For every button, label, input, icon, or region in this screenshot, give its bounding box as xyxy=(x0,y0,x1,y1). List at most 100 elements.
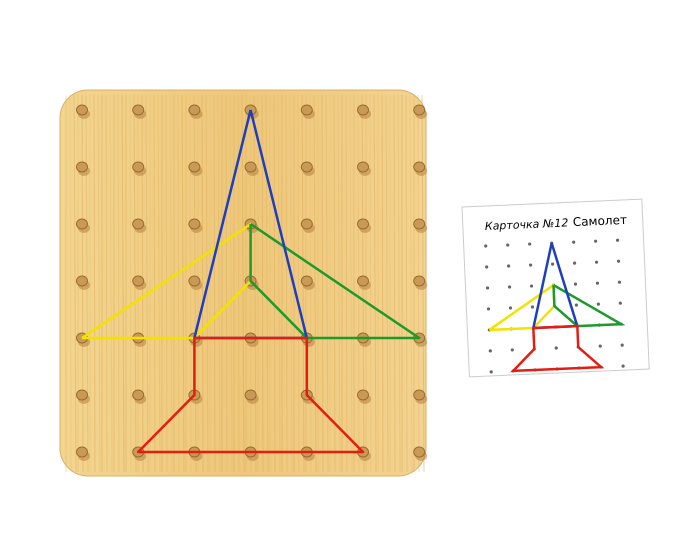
card-dot xyxy=(596,302,600,306)
card-dot xyxy=(621,364,625,368)
peg xyxy=(357,161,369,173)
card-dot xyxy=(595,281,600,285)
peg xyxy=(300,104,313,116)
grain-line xyxy=(73,94,77,473)
peg xyxy=(76,446,88,458)
grain-line xyxy=(129,94,132,473)
peg xyxy=(188,218,201,230)
peg xyxy=(132,389,145,401)
card-dot xyxy=(508,306,513,310)
peg xyxy=(413,104,426,116)
card-dot xyxy=(485,265,489,269)
peg xyxy=(413,275,426,287)
peg xyxy=(132,218,145,230)
red-band xyxy=(136,336,365,454)
peg xyxy=(413,218,426,230)
grain-line xyxy=(345,94,348,473)
card-dot xyxy=(550,262,555,266)
grain-line xyxy=(153,94,156,473)
card-dot xyxy=(620,343,624,347)
grain-line xyxy=(349,94,353,473)
card-dot xyxy=(594,239,598,243)
grain-line xyxy=(277,94,281,473)
peg xyxy=(188,275,201,287)
card-dot xyxy=(529,284,534,288)
card-title: Карточка №12 xyxy=(485,216,569,233)
card-dot xyxy=(594,260,599,264)
card-dot xyxy=(530,305,535,309)
peg xyxy=(76,389,88,401)
peg xyxy=(244,161,257,173)
card-figure xyxy=(488,242,626,373)
peg xyxy=(413,161,426,173)
grain-line xyxy=(121,94,125,473)
card-dot xyxy=(618,301,622,305)
card-dot xyxy=(507,264,511,268)
rubber-bands xyxy=(81,109,421,454)
card-dot xyxy=(507,285,512,289)
peg xyxy=(132,104,145,116)
grain-line xyxy=(69,94,72,473)
card-dot xyxy=(510,348,514,352)
red-card-line xyxy=(510,324,605,373)
card-dot xyxy=(572,240,576,244)
card-dot xyxy=(486,307,491,311)
grain-line xyxy=(285,94,288,473)
peg xyxy=(300,161,313,173)
grain-line xyxy=(145,94,149,473)
peg xyxy=(413,446,426,458)
grain-line xyxy=(297,94,300,473)
card-dot xyxy=(554,346,558,350)
grain-line xyxy=(333,94,336,473)
card-dot xyxy=(489,370,493,374)
grain-line xyxy=(265,94,269,473)
grain-line xyxy=(409,94,413,473)
card-dot xyxy=(598,344,602,348)
peg xyxy=(413,389,426,401)
grain-line xyxy=(165,94,168,473)
peg xyxy=(76,218,88,230)
card-dot xyxy=(573,282,578,286)
card-dot xyxy=(528,263,533,267)
card-name: Самолет xyxy=(572,213,627,229)
grain-line xyxy=(109,94,113,473)
card-dot xyxy=(616,259,621,263)
grain-line xyxy=(169,94,173,473)
grain-line xyxy=(213,94,216,473)
peg xyxy=(300,218,313,230)
peg xyxy=(76,275,88,287)
grain-line xyxy=(217,94,221,473)
grain-line xyxy=(405,94,408,473)
card-dot xyxy=(484,244,488,248)
task-card: Карточка №12 Самолет xyxy=(461,198,650,378)
grain-line xyxy=(93,94,96,473)
peg xyxy=(76,161,88,173)
grain-line xyxy=(201,94,204,473)
grain-line xyxy=(97,94,101,473)
grain-line xyxy=(225,94,228,473)
card-dot xyxy=(615,238,620,242)
grain-line xyxy=(273,94,276,473)
grain-line xyxy=(393,94,396,473)
card-dot xyxy=(572,261,577,265)
card-dot xyxy=(488,349,492,353)
grain-line xyxy=(289,94,293,473)
pegs xyxy=(76,104,428,461)
peg xyxy=(188,161,201,173)
grain-line xyxy=(325,94,329,473)
peg xyxy=(357,104,369,116)
peg xyxy=(300,275,313,287)
grain-line xyxy=(373,94,377,473)
peg xyxy=(76,104,88,116)
peg xyxy=(357,389,369,401)
grain-line xyxy=(181,94,185,473)
peg xyxy=(132,161,145,173)
peg xyxy=(188,104,201,116)
peg xyxy=(244,389,257,401)
peg xyxy=(357,275,369,287)
grain-line xyxy=(385,94,389,473)
card-dot xyxy=(485,286,490,290)
grain-line xyxy=(117,94,120,473)
card-dot xyxy=(574,303,578,307)
